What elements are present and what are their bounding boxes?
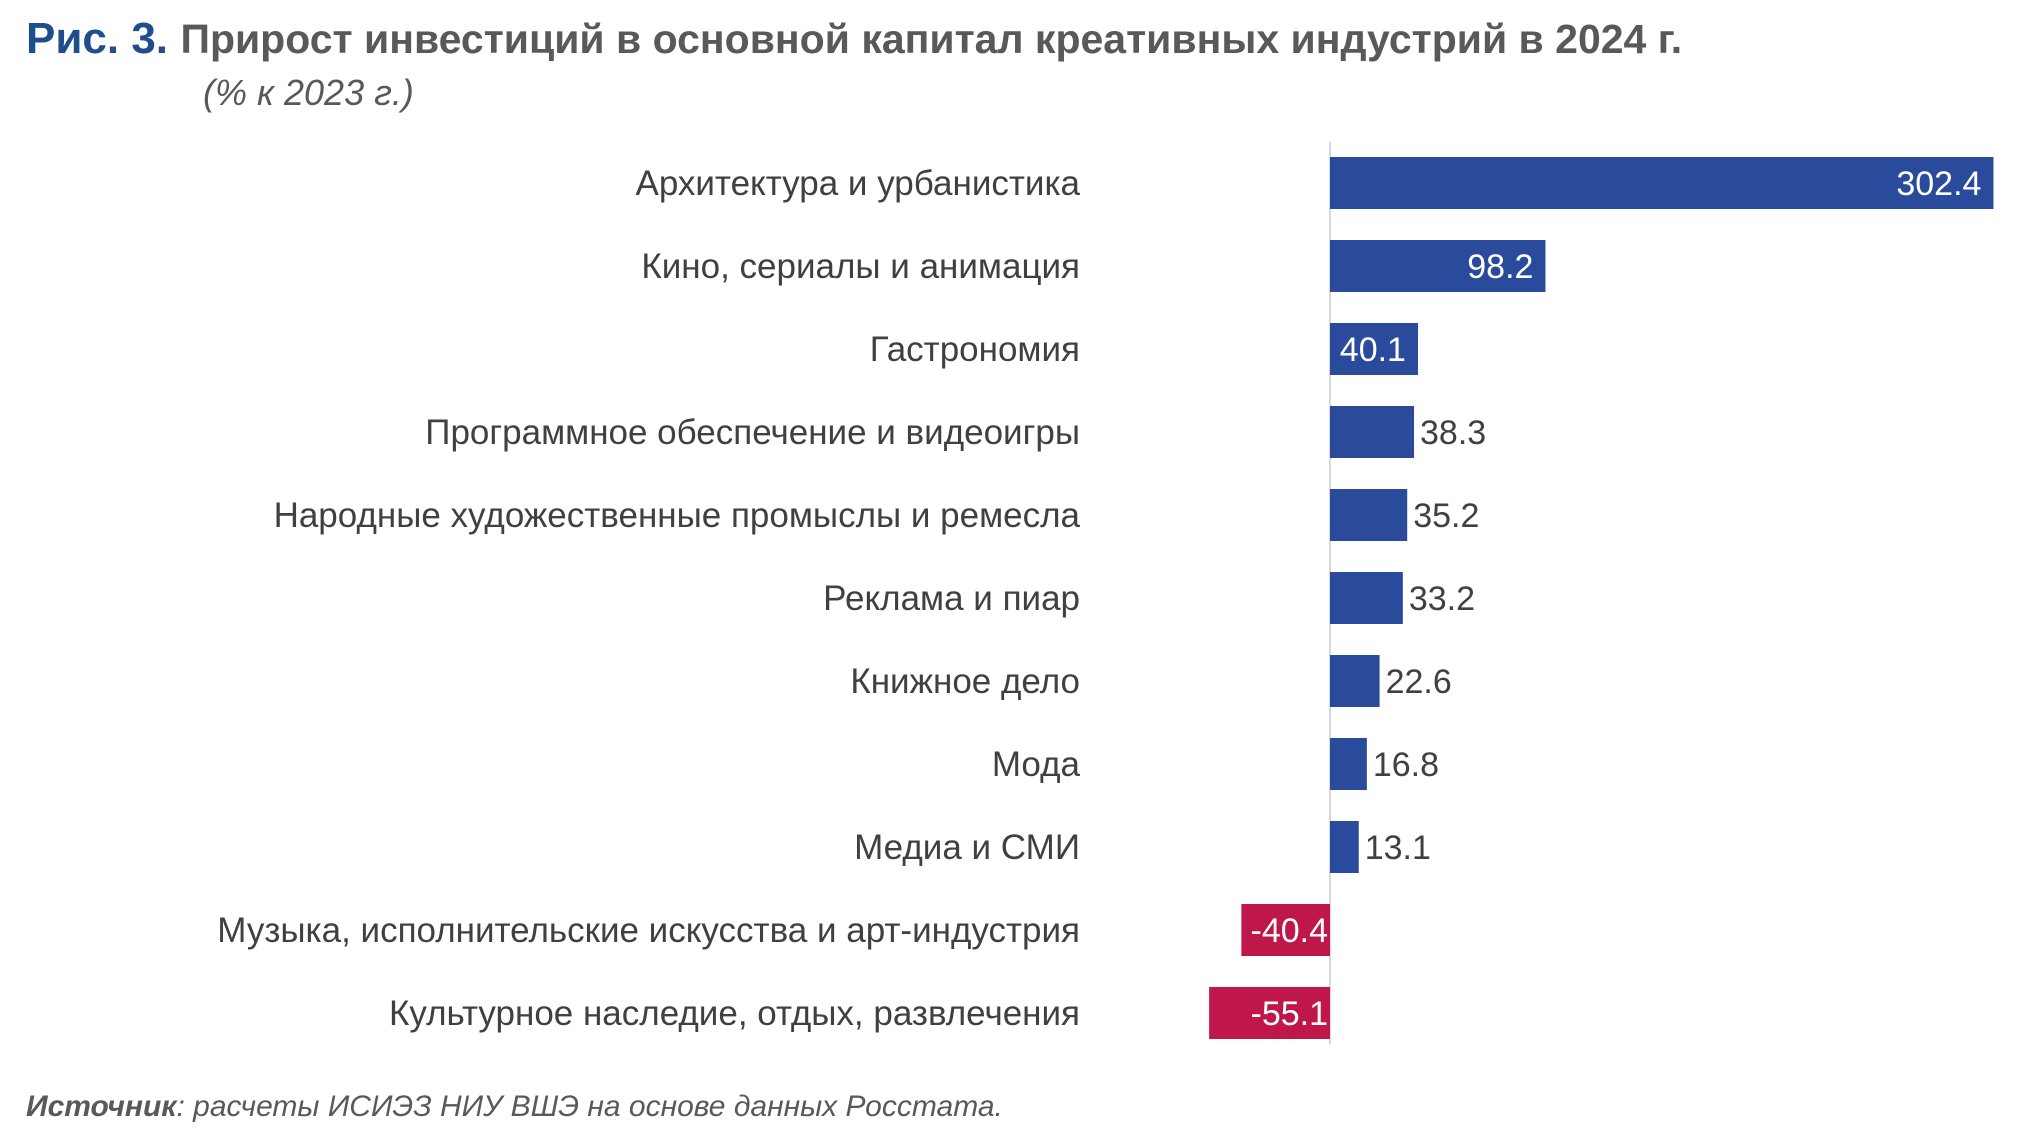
value-label: 38.3	[1420, 414, 1486, 452]
figure-subtitle: (% к 2023 г.)	[203, 72, 414, 113]
category-label: Мода	[992, 745, 1081, 784]
category-label: Гастрономия	[870, 330, 1080, 369]
figure-title: Прирост инвестиций в основной капитал кр…	[180, 16, 1683, 62]
value-label: -55.1	[1251, 995, 1329, 1033]
figure-number: Рис. 3.	[26, 14, 169, 63]
source-label: Источник	[26, 1090, 177, 1123]
category-label: Программное обеспечение и видеоигры	[425, 413, 1080, 452]
value-label: 35.2	[1413, 497, 1479, 535]
bar-positive	[1330, 738, 1367, 790]
value-label: 33.2	[1409, 580, 1475, 618]
bar-positive	[1330, 821, 1359, 873]
value-label: 13.1	[1365, 829, 1431, 867]
bar-positive	[1330, 157, 1994, 209]
bar-positive	[1330, 489, 1408, 541]
category-label: Народные художественные промыслы и ремес…	[274, 496, 1081, 535]
source-note: Источник: расчеты ИСИЭЗ НИУ ВШЭ на основ…	[26, 1090, 1003, 1124]
value-label: 16.8	[1373, 746, 1439, 784]
category-label: Музыка, исполнительские искусства и арт-…	[217, 911, 1080, 950]
bar-positive	[1330, 406, 1415, 458]
bar-positive	[1330, 323, 1418, 375]
category-label: Культурное наследие, отдых, развлечения	[389, 994, 1080, 1033]
bar-positive	[1330, 240, 1546, 292]
value-label: 40.1	[1340, 331, 1406, 369]
category-label: Архитектура и урбанистика	[635, 164, 1080, 203]
bar-negative	[1241, 904, 1330, 956]
bar-positive	[1330, 655, 1380, 707]
value-label: 98.2	[1467, 248, 1533, 286]
value-label: 22.6	[1386, 663, 1452, 701]
value-label: 302.4	[1896, 165, 1981, 203]
figure-header: Рис. 3. Прирост инвестиций в основной ка…	[26, 14, 1682, 64]
category-label: Кино, сериалы и анимация	[641, 247, 1080, 286]
category-label: Книжное дело	[850, 662, 1080, 701]
bar-negative	[1209, 987, 1330, 1039]
category-label: Реклама и пиар	[823, 579, 1080, 618]
value-label: -40.4	[1251, 912, 1329, 950]
bar-positive	[1330, 572, 1403, 624]
category-label: Медиа и СМИ	[854, 828, 1080, 867]
source-text: : расчеты ИСИЭЗ НИУ ВШЭ на основе данных…	[176, 1090, 1003, 1123]
